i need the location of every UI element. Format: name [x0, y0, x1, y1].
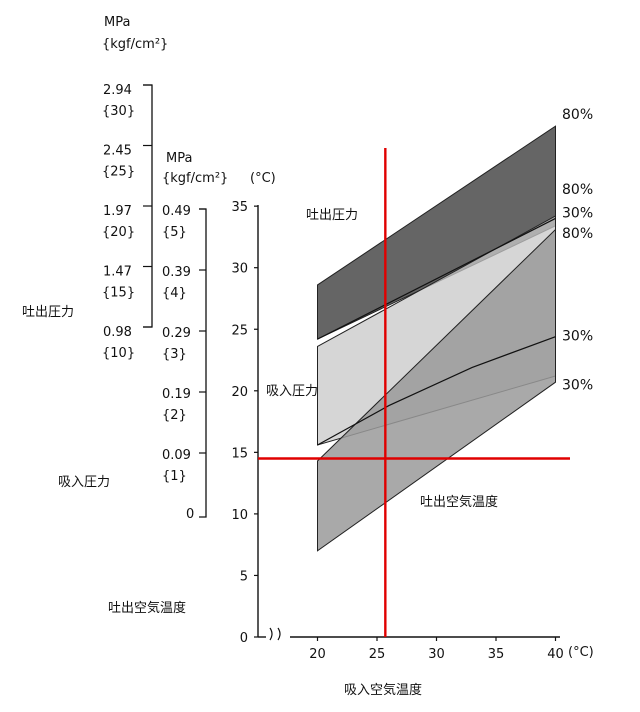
curves	[317, 217, 556, 446]
discharge-pressure-tick-kgf: {25}	[102, 165, 135, 180]
discharge-pressure-tick-mpa: 1.47	[103, 265, 132, 280]
x-tick-label: 40	[547, 647, 564, 662]
x-axis-title: 吸入空気温度	[344, 682, 422, 698]
suction-pressure-ticks: 0.49 {5} 0.39 {4} 0.29 {3} 0.19 {2} 0.09 {1} 0	[162, 204, 206, 522]
y-tick-label: 30	[231, 262, 248, 277]
y-tick-label: 10	[231, 508, 248, 523]
discharge-pressure-unit: MPa	[104, 15, 130, 30]
discharge-pressure-tick-kgf: {30}	[102, 104, 135, 119]
discharge-pressure-tick-kgf: {20}	[102, 225, 135, 240]
suction-pressure-tick-kgf: {5}	[162, 225, 187, 240]
band-percent-label: 80%	[562, 107, 593, 123]
y-tick-label: 20	[231, 385, 248, 400]
axes	[257, 205, 560, 641]
y-tick-label: 5	[240, 569, 248, 584]
y-tick-label: 35	[231, 200, 248, 215]
y-ticks: 0 5 10 15 20 25 30 35	[231, 200, 258, 646]
suction-pressure-bracket	[199, 208, 207, 518]
discharge-air-temp-band-title: 吐出空気温度	[420, 494, 498, 510]
suction-pressure-unit: MPa	[166, 151, 192, 166]
discharge-pressure-tick-kgf: {10}	[102, 346, 135, 361]
discharge-air-temp-axis-title: 吐出空気温度	[108, 600, 186, 616]
discharge-pressure-unit-alt: {kgf/cm²}	[102, 37, 168, 52]
x-tick-label: 20	[309, 647, 326, 662]
suction-pressure-tick-mpa: 0.29	[162, 326, 191, 341]
discharge-pressure-axis-title: 吐出圧力	[22, 305, 74, 320]
suction-pressure-tick-mpa: 0.19	[162, 387, 191, 402]
suction-pressure-tick-kgf: {1}	[162, 469, 187, 484]
discharge-pressure-tick-kgf: {15}	[102, 286, 135, 301]
x-tick-label: 30	[428, 647, 445, 662]
suction-pressure-tick-mpa: 0.09	[162, 448, 191, 463]
suction-pressure-tick-kgf: {4}	[162, 286, 187, 301]
suction-pressure-band-title: 吸入圧力	[266, 384, 318, 399]
curve-0	[317, 217, 556, 340]
band-areas	[317, 125, 556, 552]
x-tick-label: 25	[369, 647, 386, 662]
y-tick-label: 25	[231, 323, 248, 338]
suction-pressure-tick-kgf: {2}	[162, 408, 187, 423]
suction-pressure-tick-mpa: 0	[186, 507, 194, 522]
curve-1	[317, 336, 556, 446]
discharge-pressure-tick-mpa: 2.94	[103, 83, 132, 98]
band-percent-label: 80%	[562, 226, 593, 242]
discharge-pressure-tick-mpa: 2.45	[103, 144, 132, 159]
discharge-pressure-tick-mpa: 1.97	[103, 204, 132, 219]
reference-lines	[258, 148, 570, 637]
x-tick-label: 35	[488, 647, 505, 662]
x-ticks: 20 25 30 35 40	[309, 637, 564, 662]
band-percent-label: 30%	[562, 205, 593, 221]
suction-pressure-tick-mpa: 0.49	[162, 204, 191, 219]
x-axis-unit: (°C)	[568, 645, 594, 660]
suction-pressure-tick-kgf: {3}	[162, 347, 187, 362]
axis-break-icon	[269, 627, 281, 641]
band-2	[317, 228, 556, 552]
discharge-pressure-ticks: 2.94 {30} 2.45 {25} 1.97 {20} 1.47 {15} 0.98 {10}	[102, 83, 152, 361]
suction-pressure-tick-mpa: 0.39	[162, 265, 191, 280]
y-tick-label: 0	[240, 631, 248, 646]
band-percent-label: 30%	[562, 378, 593, 394]
suction-pressure-unit-alt: {kgf/cm²}	[162, 171, 228, 186]
discharge-pressure-band-title: 吐出圧力	[306, 208, 358, 223]
band-percent-label: 30%	[562, 328, 593, 344]
discharge-pressure-tick-mpa: 0.98	[103, 325, 132, 340]
suction-pressure-axis-title: 吸入圧力	[58, 475, 110, 490]
y-tick-label: 15	[231, 446, 248, 461]
band-labels: 80% 80% 30% 80% 30% 30%	[562, 107, 593, 394]
band-percent-label: 80%	[562, 182, 593, 198]
y-axis-unit: (°C)	[250, 171, 276, 186]
